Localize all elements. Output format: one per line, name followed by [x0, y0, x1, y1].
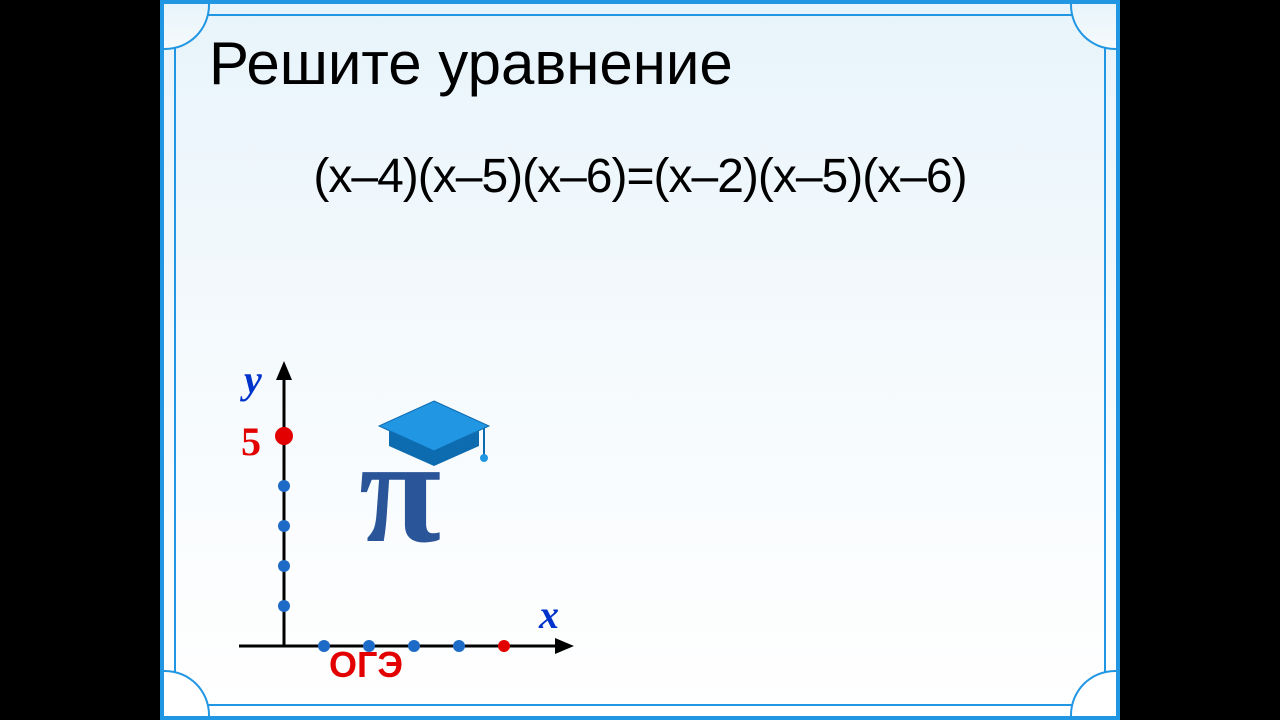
- oge-label: ОГЭ: [329, 644, 403, 686]
- y-axis-label: y: [244, 356, 262, 403]
- slide-card: Решите уравнение (x–4)(x–5)(x–6)=(x–2)(x…: [160, 0, 1120, 720]
- axis-diagram: y x 5 ОГЭ π: [209, 356, 589, 686]
- x-axis-label: x: [539, 591, 559, 638]
- equation-text: (x–4)(x–5)(x–6)=(x–2)(x–5)(x–6): [164, 149, 1116, 204]
- graduation-cap-icon: [369, 391, 499, 471]
- five-marker-label: 5: [241, 418, 261, 465]
- slide-title: Решите уравнение: [209, 29, 733, 98]
